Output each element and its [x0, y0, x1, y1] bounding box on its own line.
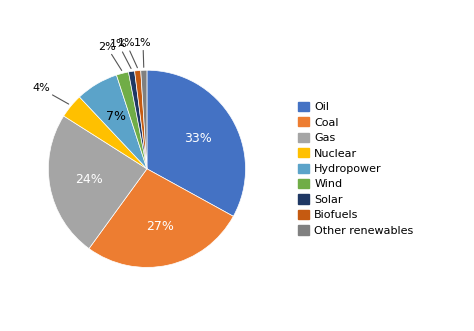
Text: 33%: 33%: [184, 132, 212, 145]
Wedge shape: [128, 71, 147, 169]
Wedge shape: [48, 116, 147, 249]
Text: 1%: 1%: [118, 38, 137, 68]
Legend: Oil, Coal, Gas, Nuclear, Hydropower, Wind, Solar, Biofuels, Other renewables: Oil, Coal, Gas, Nuclear, Hydropower, Win…: [295, 100, 416, 238]
Wedge shape: [80, 75, 147, 169]
Text: 1%: 1%: [134, 38, 152, 67]
Text: 2%: 2%: [98, 42, 122, 71]
Text: 27%: 27%: [146, 220, 174, 233]
Text: 1%: 1%: [109, 39, 131, 69]
Text: 24%: 24%: [75, 173, 103, 186]
Text: 7%: 7%: [106, 110, 126, 123]
Wedge shape: [147, 70, 246, 216]
Wedge shape: [64, 97, 147, 169]
Wedge shape: [117, 72, 147, 169]
Text: 4%: 4%: [32, 83, 69, 104]
Wedge shape: [135, 71, 147, 169]
Wedge shape: [89, 169, 233, 267]
Wedge shape: [141, 70, 147, 169]
